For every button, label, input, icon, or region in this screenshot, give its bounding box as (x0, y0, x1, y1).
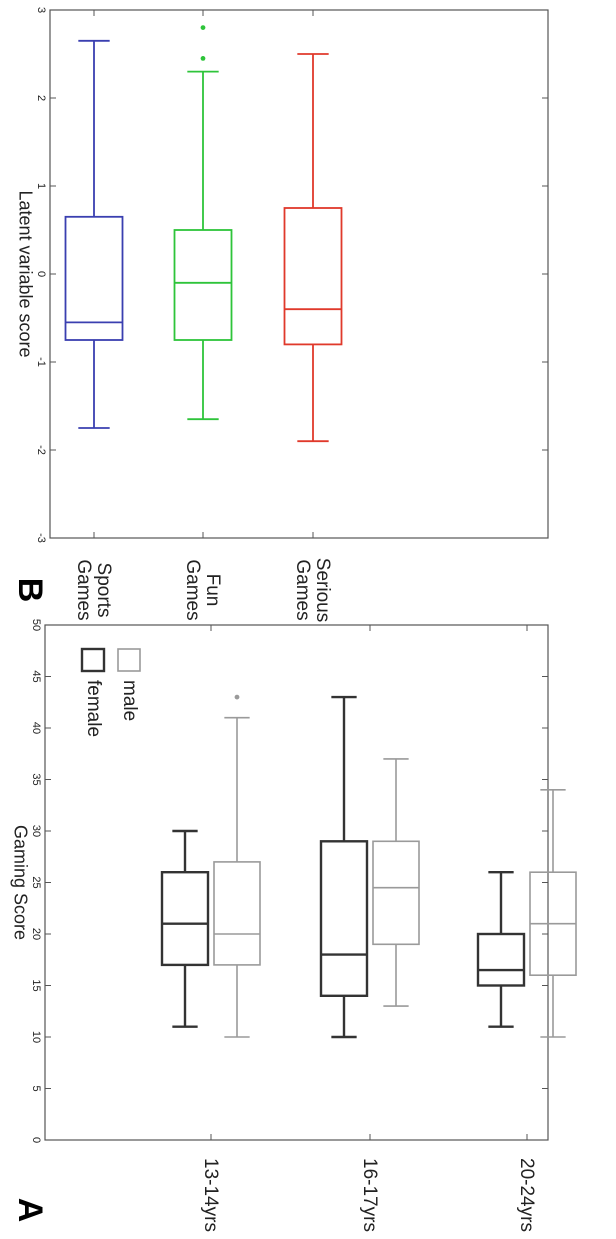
category-label-16-17yrs: 16-17yrs (359, 1158, 380, 1232)
outlier-point (234, 694, 240, 700)
y-tick-label: 3 (35, 7, 47, 13)
y-tick-label: 5 (30, 1085, 42, 1091)
box-female-13-14yrs (160, 829, 210, 1028)
y-tick-label: 0 (35, 271, 47, 277)
category-label-word: Fun (202, 574, 223, 607)
y-tick-label: 2 (35, 95, 47, 101)
y-tick-label: 10 (30, 1031, 42, 1043)
y-tick-label: -2 (35, 445, 47, 455)
y-axis-label: Gaming Score (10, 825, 30, 940)
legend-swatch-female (80, 647, 106, 673)
legend-label-female: female (83, 680, 104, 737)
box-iqr (476, 932, 526, 987)
box-iqr (372, 840, 420, 946)
box-male-20-24yrs (529, 788, 577, 1038)
category-label-fun-games: FunGames (182, 559, 223, 620)
category-label-serious-games: SeriousGames (292, 558, 333, 622)
plot-frame (49, 9, 549, 539)
panel-label: B (11, 578, 49, 603)
y-tick-label: 25 (30, 876, 42, 888)
category-label-word: Games (182, 559, 203, 620)
category-label-word: Sports (93, 563, 114, 618)
category-label-word: Serious (312, 558, 333, 622)
box-female-20-24yrs (476, 871, 526, 1028)
y-tick-label: 20 (30, 928, 42, 940)
category-label-word: Games (73, 559, 94, 620)
box-female-16-17yrs (319, 695, 369, 1039)
category-label-word: 13-14yrs (200, 1158, 221, 1232)
box-iqr (173, 229, 233, 341)
box-fun-games (173, 25, 233, 421)
category-label-word: 20-24yrs (516, 1158, 537, 1232)
y-axis-label: Latent variable score (15, 190, 35, 357)
outlier-point (200, 56, 206, 61)
box-iqr (283, 207, 343, 346)
box-male-16-17yrs (372, 758, 420, 1007)
outlier-point (200, 25, 206, 30)
box-iqr (319, 840, 369, 997)
y-tick-label: -3 (35, 533, 47, 543)
legend-label-male: male (119, 680, 140, 721)
box-iqr (64, 215, 124, 341)
y-tick-label: 0 (30, 1137, 42, 1143)
legend: female male (80, 647, 141, 737)
y-tick-label: 45 (30, 670, 42, 682)
box-iqr (213, 861, 261, 966)
category-label-word: Games (292, 559, 313, 620)
box-sports-games (64, 39, 124, 429)
category-label-word: 16-17yrs (359, 1158, 380, 1232)
y-tick-label: -1 (35, 357, 47, 367)
y-tick-label: 15 (30, 979, 42, 991)
box-iqr (160, 871, 210, 967)
y-tick-label: 40 (30, 722, 42, 734)
box-serious-games (283, 53, 343, 443)
y-tick-label: 35 (30, 773, 42, 785)
y-tick-label: 50 (30, 619, 42, 631)
category-label-13-14yrs: 13-14yrs (200, 1158, 221, 1232)
category-label-sports-games: SportsGames (73, 559, 114, 620)
panel-label: A (11, 1198, 49, 1223)
category-label-20-24yrs: 20-24yrs (516, 1158, 537, 1232)
panel-a: 0 5 10 15 20 25 30 35 40 45 50 Gaming Score A 13-14yr… (10, 619, 577, 1232)
legend-swatch-male (117, 648, 141, 672)
y-tick-label: 30 (30, 825, 42, 837)
box-male-13-14yrs (213, 694, 261, 1038)
y-tick-label: 1 (35, 183, 47, 189)
